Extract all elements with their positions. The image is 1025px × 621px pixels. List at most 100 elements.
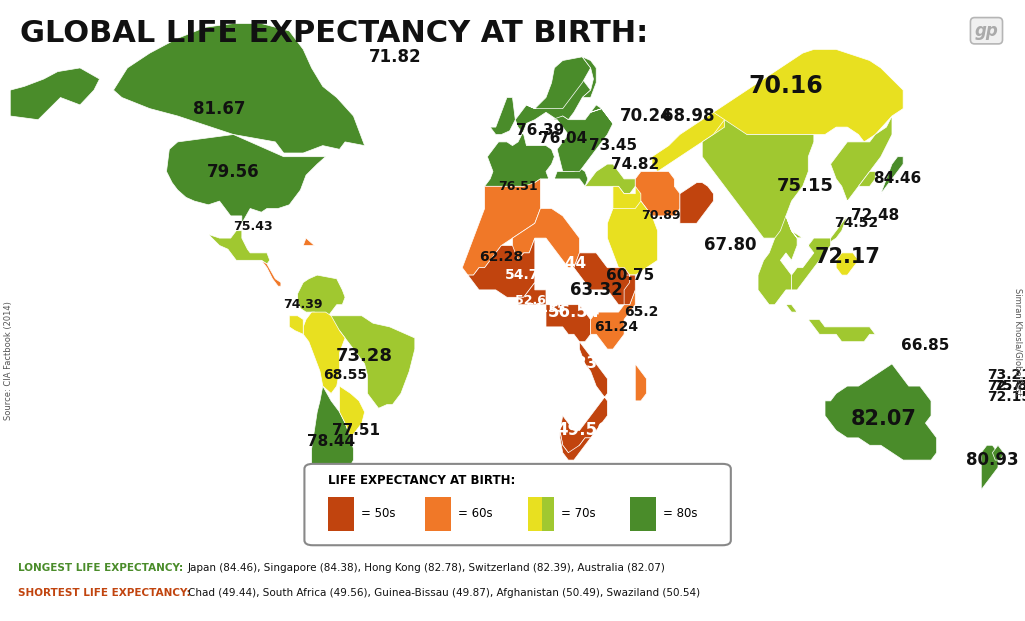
Polygon shape [339,386,365,438]
Polygon shape [582,57,597,97]
Polygon shape [680,183,713,224]
Polygon shape [636,171,680,216]
Polygon shape [590,290,636,349]
Text: 68.55: 68.55 [323,368,367,382]
Text: 70.24: 70.24 [620,107,672,125]
Text: 68.98: 68.98 [662,107,714,125]
Polygon shape [312,386,354,523]
Polygon shape [303,312,345,394]
Text: 76.39: 76.39 [517,124,565,138]
Text: 49.44: 49.44 [539,256,586,271]
Text: 52.62: 52.62 [515,294,555,307]
Text: 74.52: 74.52 [833,216,877,230]
Polygon shape [624,268,636,305]
Text: = 60s: = 60s [458,507,493,520]
Text: Source: CIA Factbook (2014): Source: CIA Factbook (2014) [4,301,12,420]
Polygon shape [527,57,590,109]
Text: 51.35: 51.35 [526,302,566,315]
Polygon shape [551,105,613,171]
Text: 72.15: 72.15 [987,390,1025,404]
Bar [425,497,451,531]
Text: 72.48: 72.48 [851,209,899,224]
Polygon shape [780,297,875,342]
Polygon shape [261,260,281,286]
Polygon shape [585,164,636,194]
Polygon shape [518,283,546,305]
Polygon shape [992,445,1003,460]
Polygon shape [114,24,365,153]
Polygon shape [608,194,658,275]
Text: 80.93: 80.93 [967,451,1019,469]
Text: 74.82: 74.82 [611,156,659,171]
Text: 67.80: 67.80 [704,237,756,255]
Text: SHORTEST LIFE EXPECTANCY:: SHORTEST LIFE EXPECTANCY: [18,588,191,598]
Polygon shape [652,112,725,171]
Text: = 80s: = 80s [663,507,698,520]
Bar [630,497,656,531]
Polygon shape [636,364,647,401]
Text: 54.74: 54.74 [504,268,548,282]
Bar [528,497,542,531]
Polygon shape [289,316,303,334]
Text: gp: gp [975,22,998,40]
Text: 56.54: 56.54 [547,303,600,321]
Text: 72.17: 72.17 [815,247,880,266]
Text: 72.72: 72.72 [987,379,1025,393]
Text: Simran Khosla/GlobalPost: Simran Khosla/GlobalPost [1014,288,1022,396]
Polygon shape [859,171,875,186]
Polygon shape [613,186,641,209]
Polygon shape [512,209,579,268]
Text: 62.28: 62.28 [480,250,524,263]
Polygon shape [10,68,99,120]
Polygon shape [303,238,315,245]
Polygon shape [187,201,270,264]
Polygon shape [546,305,590,342]
Polygon shape [574,253,636,305]
Text: 78.44: 78.44 [308,434,356,449]
Polygon shape [560,342,608,453]
Text: 81.67: 81.67 [194,99,246,117]
Text: 55.29: 55.29 [528,342,576,356]
Text: 73.28: 73.28 [336,348,394,366]
Text: Japan (84.46), Singapore (84.38), Hong Kong (82.78), Switzerland (82.39), Austra: Japan (84.46), Singapore (84.38), Hong K… [188,563,665,573]
Polygon shape [875,156,903,201]
Text: 71.82: 71.82 [369,48,421,66]
Text: Chad (49.44), South Africa (49.56), Guinea-Bissau (49.87), Afghanistan (50.49), : Chad (49.44), South Africa (49.56), Guin… [188,588,700,598]
Polygon shape [560,430,590,460]
Bar [542,497,554,531]
Text: 51.83: 51.83 [549,356,598,371]
Polygon shape [981,445,998,490]
Text: 70.89: 70.89 [641,209,681,222]
Polygon shape [702,116,892,253]
Text: = 50s: = 50s [361,507,396,520]
Text: 75.82: 75.82 [992,379,1025,393]
Polygon shape [590,50,903,153]
Polygon shape [323,316,415,408]
Polygon shape [297,275,345,316]
Text: 77.51: 77.51 [332,423,380,438]
Text: LIFE EXPECTANCY AT BIRTH:: LIFE EXPECTANCY AT BIRTH: [328,474,516,487]
Text: 79.56: 79.56 [207,163,259,181]
Polygon shape [166,135,326,224]
Text: 73.45: 73.45 [589,138,637,153]
Text: 75.15: 75.15 [777,178,834,195]
Text: 84.46: 84.46 [873,171,921,186]
FancyBboxPatch shape [304,464,731,545]
Text: 75.43: 75.43 [234,220,273,233]
Text: GLOBAL LIFE EXPECTANCY AT BIRTH:: GLOBAL LIFE EXPECTANCY AT BIRTH: [20,19,649,48]
Text: = 70s: = 70s [561,507,596,520]
Text: 70.16: 70.16 [748,75,823,98]
Polygon shape [825,364,937,460]
Polygon shape [836,253,859,275]
Bar [328,497,354,531]
Text: 65.2: 65.2 [623,305,658,319]
Text: 74.39: 74.39 [284,298,323,311]
Polygon shape [462,179,540,275]
Text: 61.24: 61.24 [593,320,638,334]
Text: LONGEST LIFE EXPECTANCY:: LONGEST LIFE EXPECTANCY: [18,563,183,573]
Text: 82.07: 82.07 [851,409,916,429]
Text: 66.85: 66.85 [901,338,949,353]
Polygon shape [758,216,797,305]
Text: 73.21: 73.21 [987,368,1025,382]
Polygon shape [786,216,830,290]
